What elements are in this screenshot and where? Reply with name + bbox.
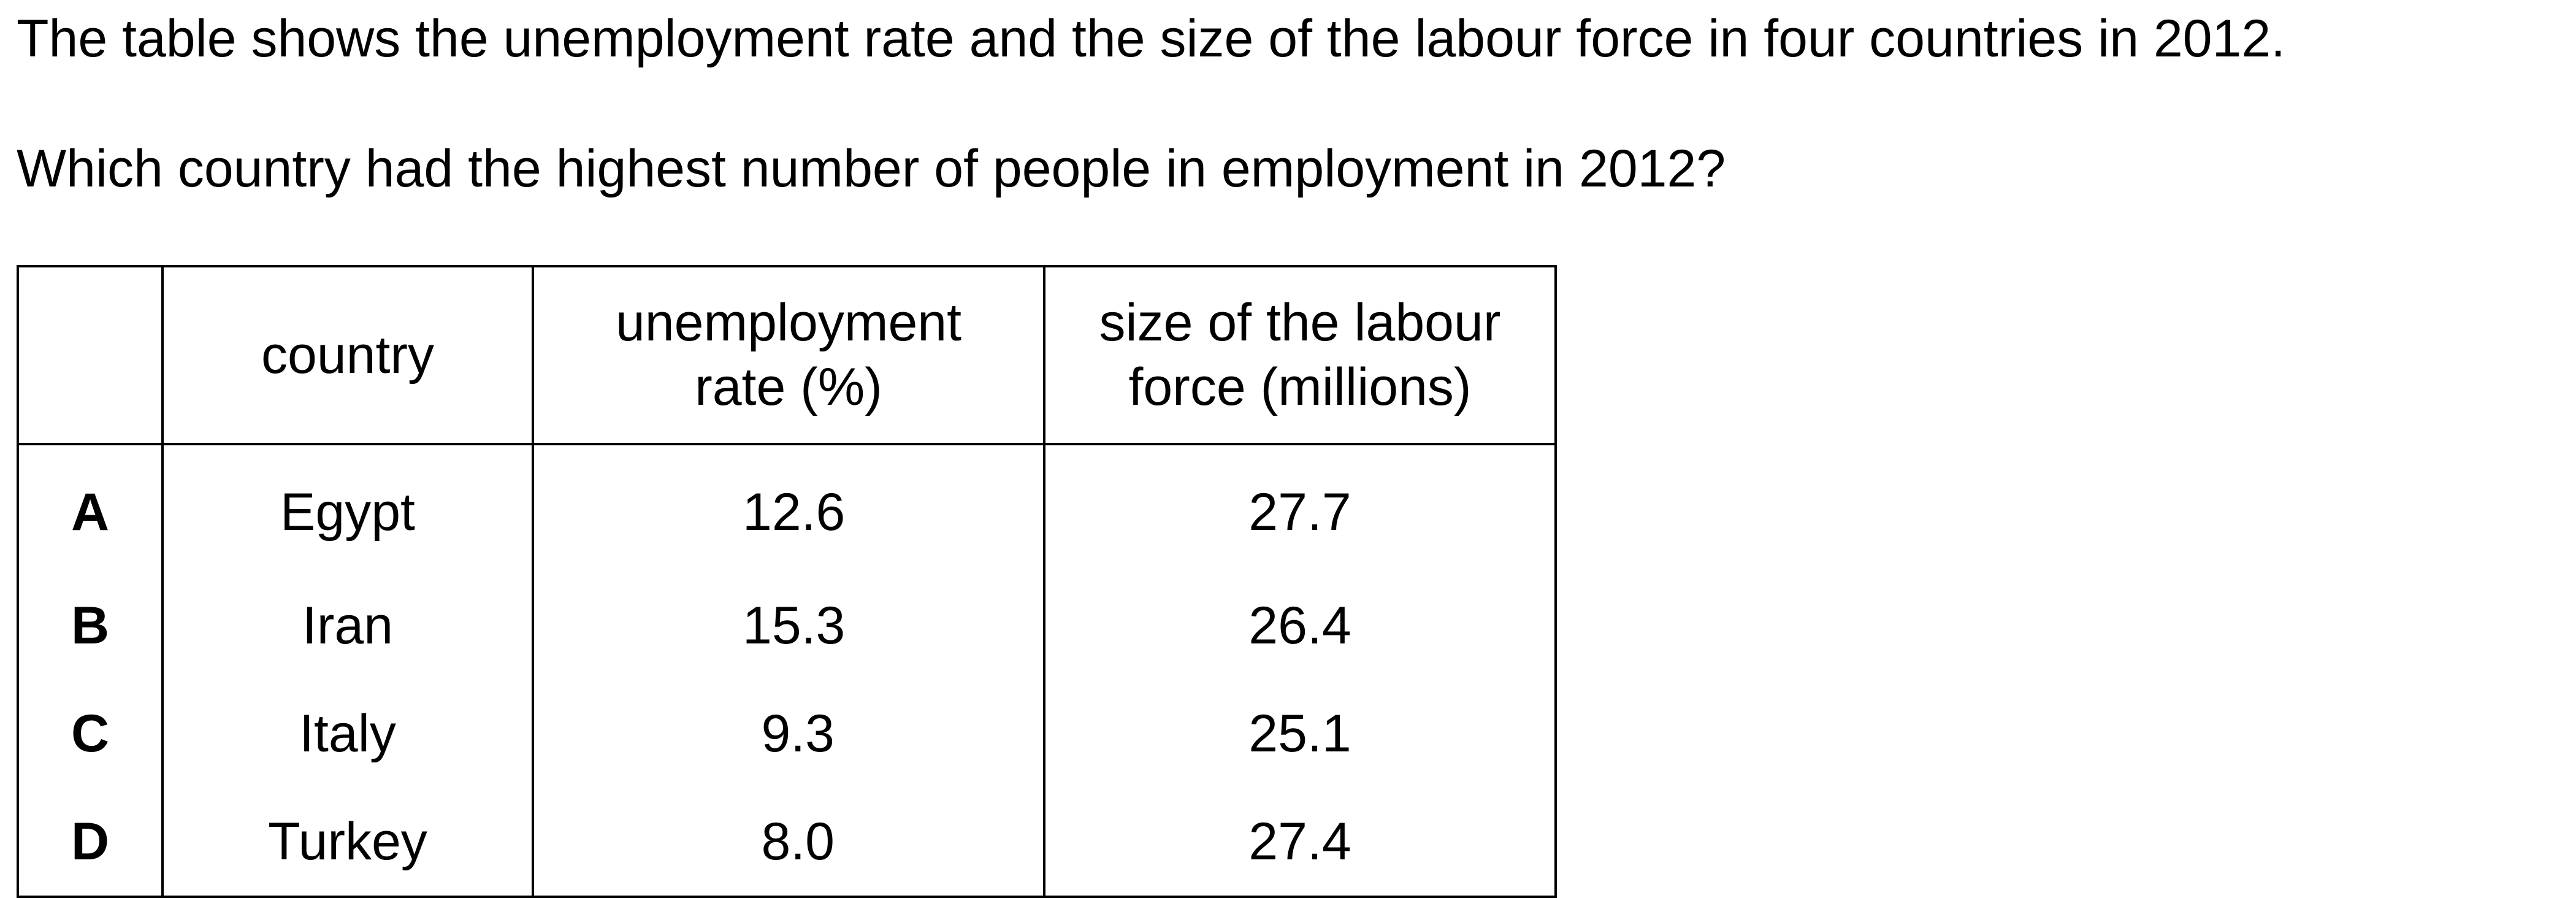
header-labour-line-1: size of the labour — [1099, 293, 1501, 353]
rate-cell: 8.0 — [532, 788, 1045, 898]
rate-cell: 9.3 — [532, 680, 1045, 788]
rate-value: 15.3 — [743, 596, 846, 655]
labour-cell: 27.7 — [1043, 444, 1557, 572]
question-text: Which country had the highest number of … — [17, 139, 1726, 198]
intro-text: The table shows the unemployment rate an… — [17, 9, 2286, 68]
labour-cell: 27.4 — [1043, 788, 1557, 898]
header-row: country unemployment rate (%) size of th… — [17, 265, 1557, 445]
option-label: B — [17, 572, 164, 680]
header-rate-line-2: rate (%) — [695, 358, 882, 416]
country-cell: Iran — [161, 572, 534, 680]
labour-cell: 26.4 — [1043, 572, 1557, 680]
country-cell: Turkey — [161, 788, 534, 898]
labour-cell: 25.1 — [1043, 680, 1557, 788]
header-rate-line-1: unemployment — [615, 293, 962, 353]
header-labour-line-2: force (millions) — [1128, 358, 1472, 416]
table-row: A Egypt 12.6 27.7 — [17, 444, 1557, 572]
country-cell: Egypt — [161, 444, 534, 572]
header-labour-force: size of the labour force (millions) — [1043, 265, 1557, 445]
table-row: C Italy 9.3 25.1 — [17, 680, 1557, 788]
option-label: C — [17, 680, 164, 788]
rate-value: 9.3 — [761, 704, 835, 763]
header-country: country — [161, 265, 534, 445]
rate-cell: 15.3 — [532, 572, 1045, 680]
country-cell: Italy — [161, 680, 534, 788]
option-label: A — [17, 444, 164, 572]
rate-value: 8.0 — [761, 812, 835, 871]
header-unemployment-rate: unemployment rate (%) — [532, 265, 1045, 445]
table-row: D Turkey 8.0 27.4 — [17, 788, 1557, 898]
option-label: D — [17, 788, 164, 898]
rate-cell: 12.6 — [532, 444, 1045, 572]
header-option — [17, 265, 164, 445]
rate-value: 12.6 — [743, 482, 846, 542]
data-table: country unemployment rate (%) size of th… — [17, 265, 1557, 898]
table-row: B Iran 15.3 26.4 — [17, 572, 1557, 680]
